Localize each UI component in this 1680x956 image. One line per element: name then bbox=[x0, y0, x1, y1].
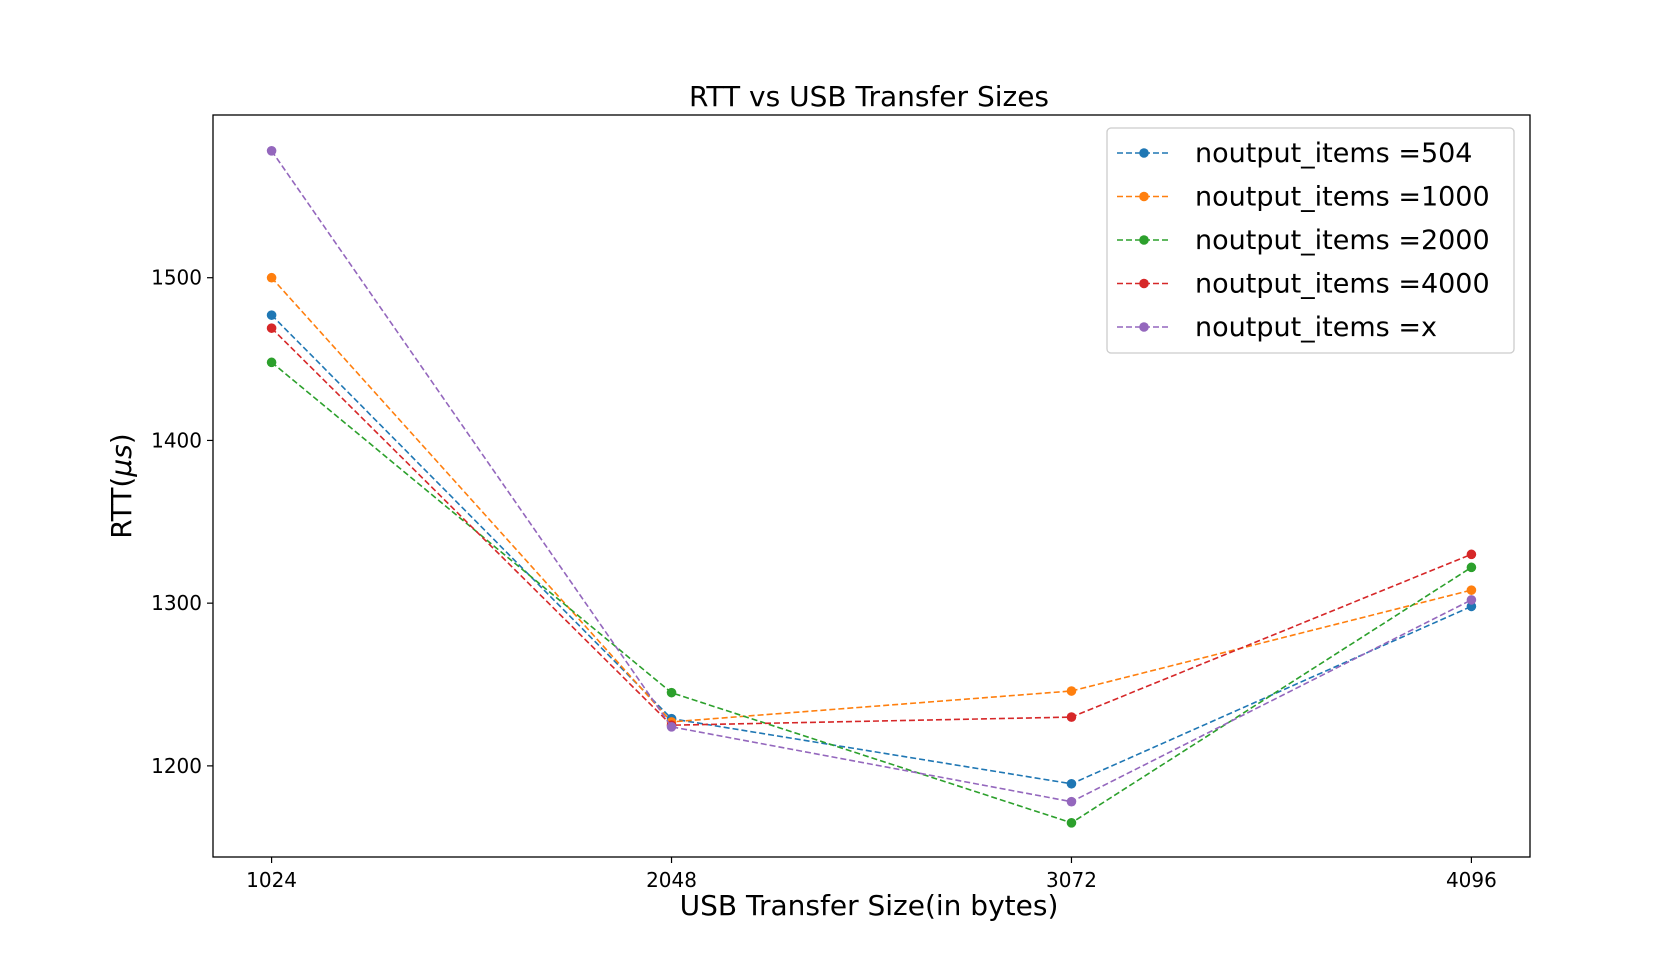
x-tick-label: 4096 bbox=[1446, 868, 1497, 892]
legend-frame bbox=[1106, 127, 1515, 354]
legend-swatch-marker bbox=[1139, 148, 1149, 158]
plot-frame bbox=[212, 114, 1531, 858]
series-line bbox=[270, 150, 1472, 803]
data-point bbox=[1466, 562, 1477, 573]
legend-label: noutput_items =4000 bbox=[1195, 269, 1490, 300]
legend-swatch-marker bbox=[1139, 322, 1149, 332]
legend-item: noutput_items =1000 bbox=[1117, 182, 1490, 213]
data-point bbox=[1466, 585, 1477, 595]
data-point bbox=[1066, 818, 1077, 828]
series-group bbox=[266, 310, 1477, 789]
legend-swatch-marker bbox=[1139, 235, 1149, 245]
x-axis: 1024 2048 3072 4096 bbox=[246, 857, 1497, 892]
legend-label: noutput_items =x bbox=[1195, 312, 1437, 343]
legend-item: noutput_items =504 bbox=[1117, 138, 1472, 169]
series-group bbox=[266, 357, 1477, 828]
y-axis: 1200 1300 1400 1500 bbox=[151, 266, 213, 778]
data-point bbox=[1466, 549, 1477, 560]
x-tick-label: 3072 bbox=[1046, 868, 1097, 892]
legend-label: noutput_items =2000 bbox=[1195, 225, 1490, 256]
legend-item: noutput_items =2000 bbox=[1117, 225, 1490, 256]
data-point bbox=[266, 310, 277, 320]
chart-title: RTT vs USB Transfer Sizes bbox=[689, 80, 1049, 113]
data-point bbox=[266, 145, 277, 156]
data-point bbox=[266, 272, 277, 283]
y-axis-label: RTT(μs) bbox=[105, 433, 138, 538]
data-point bbox=[1466, 595, 1477, 605]
y-axis-label-close: ) bbox=[105, 433, 138, 444]
legend-swatch-marker bbox=[1139, 278, 1149, 289]
series-layer bbox=[266, 145, 1477, 828]
x-tick-label: 1024 bbox=[246, 868, 297, 892]
legend-item: noutput_items =x bbox=[1117, 312, 1437, 343]
legend-label: noutput_items =1000 bbox=[1195, 182, 1490, 213]
data-point bbox=[1066, 778, 1077, 789]
data-point bbox=[1066, 686, 1077, 696]
legend-label: noutput_items =504 bbox=[1195, 138, 1472, 169]
y-tick-label: 1400 bbox=[151, 428, 202, 452]
legend-swatch-marker bbox=[1139, 191, 1149, 202]
legend: noutput_items =504 noutput_items =1000 nou… bbox=[1106, 127, 1515, 354]
y-axis-label-main: RTT( bbox=[105, 477, 138, 539]
series-line bbox=[271, 314, 1472, 785]
series-line bbox=[271, 361, 1472, 824]
x-tick-label: 2048 bbox=[646, 868, 697, 892]
data-point bbox=[1066, 712, 1077, 722]
y-tick-label: 1300 bbox=[151, 591, 202, 615]
series-line bbox=[271, 277, 1472, 723]
series-group bbox=[266, 145, 1477, 807]
y-axis-label-unit: μs bbox=[105, 444, 138, 477]
y-tick-label: 1200 bbox=[151, 754, 202, 778]
data-point bbox=[666, 722, 677, 732]
series-group bbox=[266, 323, 1477, 730]
y-tick-label: 1500 bbox=[151, 266, 202, 290]
legend-item: noutput_items =4000 bbox=[1117, 269, 1490, 300]
data-point bbox=[266, 357, 277, 368]
data-point bbox=[666, 687, 677, 698]
series-line bbox=[271, 327, 1472, 727]
data-point bbox=[266, 323, 277, 333]
data-point bbox=[1066, 796, 1077, 807]
x-axis-label: USB Transfer Size(in bytes) bbox=[680, 889, 1059, 922]
